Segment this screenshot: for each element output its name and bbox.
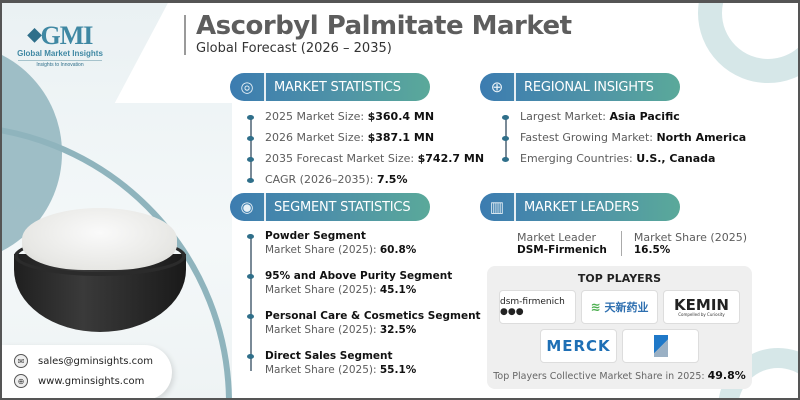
title-divider [184,15,186,55]
stat-row: CAGR (2026–2035): 7.5% [247,173,484,187]
market-leaders-header: ▥ MARKET LEADERS [480,193,680,221]
globe-icon: ⊕ [480,73,516,101]
powder-bowl-image [10,208,190,338]
segment-row: Powder Segment Market Share (2025): 60.8% [247,229,481,257]
market-statistics-header: ◎ MARKET STATISTICS [230,73,430,101]
kemin-logo[interactable]: KEMIN Compelled by Curiosity [663,290,740,324]
top-players-panel: TOP PLAYERS dsm-firmenich ●●● ≋ 天新药业 KEM… [487,266,752,389]
region-row: Largest Market: Asia Pacific [502,110,746,124]
logo-name: Global Market Insights [17,49,103,58]
region-row: Emerging Countries: U.S., Canada [502,152,746,166]
merck-logo[interactable]: MERCK [540,329,617,363]
target-chart-icon: ◉ [230,193,266,221]
stat-row: 2025 Market Size: $360.4 MN [247,110,484,124]
leader-share: 16.5% [633,244,671,256]
leaders-chart-icon: ▥ [480,193,516,221]
top-players-title: TOP PLAYERS [577,272,662,285]
page-title: Ascorbyl Palmitate Market [196,11,572,41]
globe-chart-icon: ◎ [230,73,266,101]
collective-share: Top Players Collective Market Share in 2… [493,369,746,382]
email-link[interactable]: ✉ sales@gminsights.com [14,351,172,371]
tianxin-logo[interactable]: ≋ 天新药业 [581,290,658,324]
logo-tagline: Insights to Innovation [18,60,102,68]
regional-insights-header: ⊕ REGIONAL INSIGHTS [480,73,680,101]
market-statistics-list: 2025 Market Size: $360.4 MN 2026 Market … [247,110,484,187]
regional-insights-list: Largest Market: Asia Pacific Fastest Gro… [502,110,746,166]
website-link[interactable]: ⊕ www.gminsights.com [14,371,172,391]
dsm-firmenich-logo[interactable]: dsm-firmenich ●●● [499,290,576,324]
segment-row: 95% and Above Purity Segment Market Share… [247,269,481,297]
segment-row: Direct Sales Segment Market Share (2025):… [247,349,481,377]
page-subtitle: Global Forecast (2026 – 2035) [196,41,392,56]
gmi-logo[interactable]: ◆GMI Global Market Insights Insights to … [10,21,110,68]
globe-icon: ⊕ [14,374,28,388]
decorative-ring-top [698,3,798,83]
stat-row: 2026 Market Size: $387.1 MN [247,131,484,145]
market-leader-info: Market Leader DSM-Firmenich Market Share … [517,231,748,256]
mail-icon: ✉ [14,354,28,368]
leader-name: DSM-Firmenich [517,244,607,256]
segment-statistics-header: ◉ SEGMENT STATISTICS [230,193,430,221]
region-row: Fastest Growing Market: North America [502,131,746,145]
blue-square-logo[interactable] [622,329,699,363]
segment-row: Personal Care & Cosmetics Segment Market … [247,309,481,337]
diamond-icon: ◆ [27,24,42,44]
segment-statistics-list: Powder Segment Market Share (2025): 60.8%… [247,229,481,377]
stat-row: 2035 Forecast Market Size: $742.7 MN [247,152,484,166]
contact-card: ✉ sales@gminsights.com ⊕ www.gminsights.co… [2,345,172,398]
